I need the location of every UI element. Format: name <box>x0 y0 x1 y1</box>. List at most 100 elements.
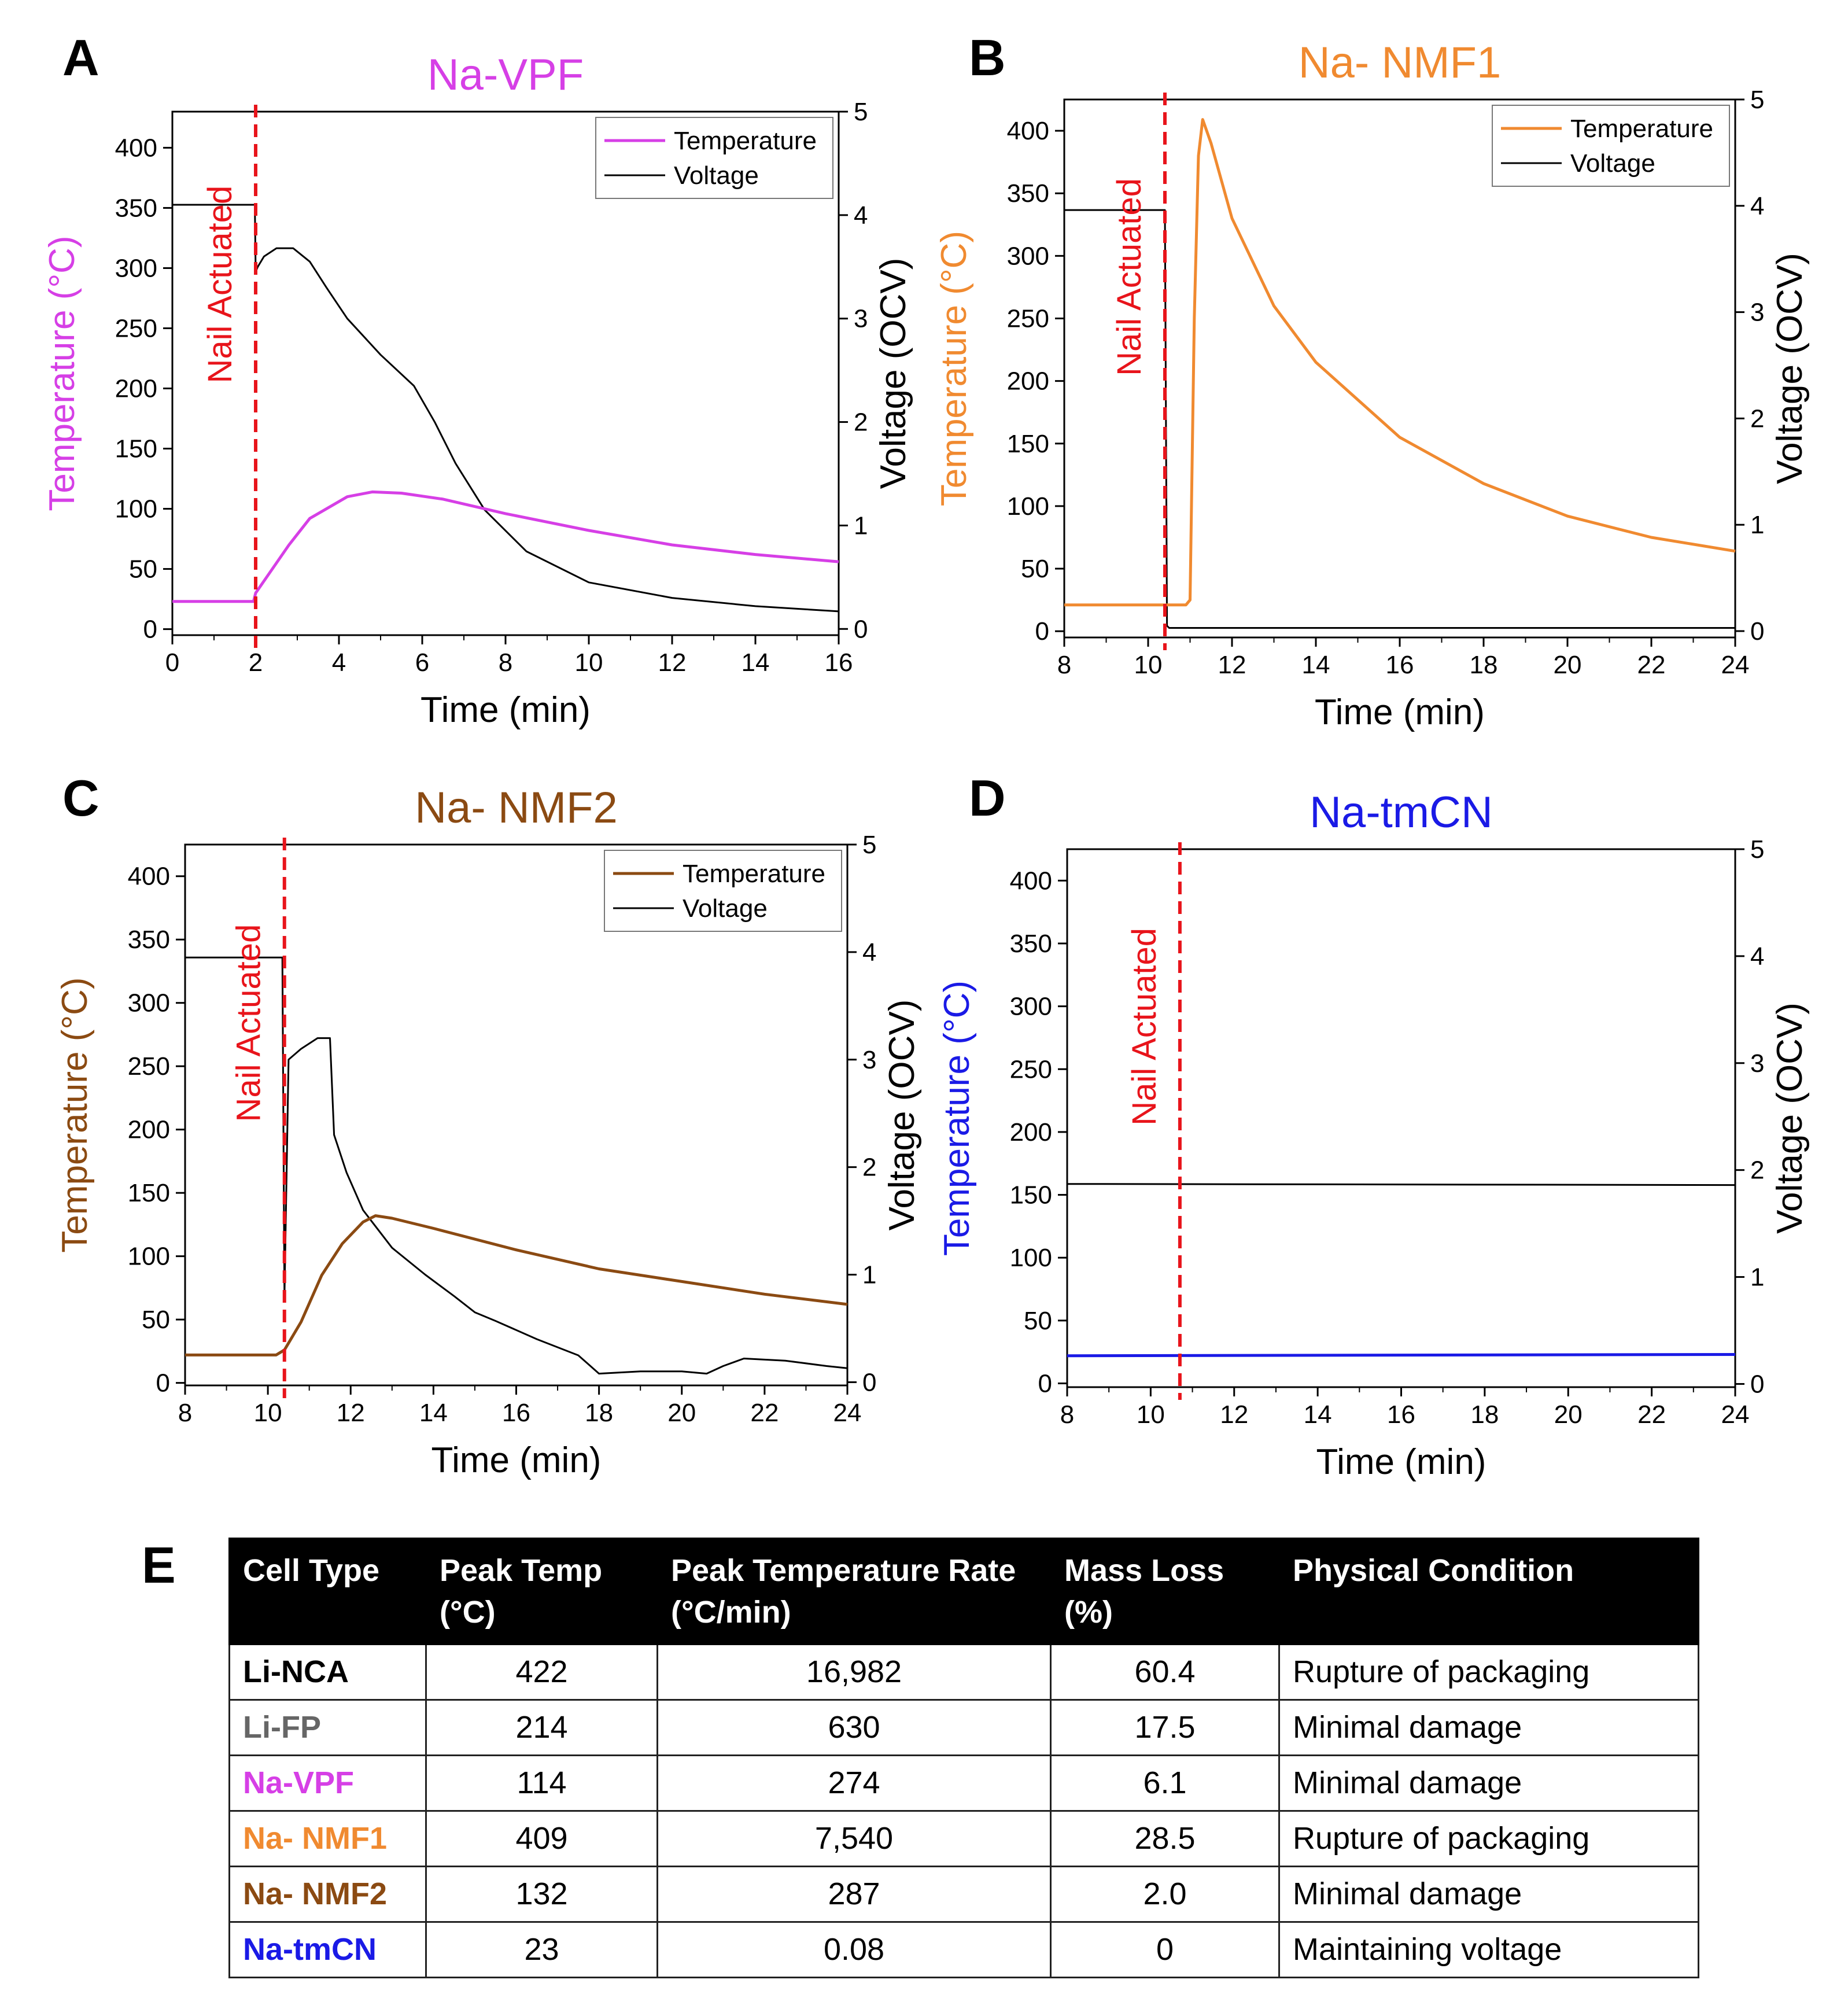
mass-loss-cell: 6.1 <box>1050 1754 1280 1812</box>
y-left-axis-label: Temperature (°C) <box>934 231 974 506</box>
peak-rate-cell: 0.08 <box>656 1921 1052 1978</box>
x-tick-label: 24 <box>833 1399 862 1427</box>
y-right-tick-label: 0 <box>854 615 868 643</box>
x-tick-label: 12 <box>337 1399 365 1427</box>
table-header-row: Cell Type Peak Temp (°C) Peak Temperatur… <box>228 1538 1699 1645</box>
y-left-tick-label: 300 <box>115 254 157 282</box>
y-left-tick-label: 200 <box>128 1116 170 1144</box>
peak-rate-cell: 630 <box>656 1699 1052 1756</box>
x-tick-label: 14 <box>419 1399 448 1427</box>
panel-label-e: E <box>142 1536 176 1594</box>
y-right-tick-label: 5 <box>1750 86 1764 114</box>
x-tick-label: 0 <box>165 648 179 677</box>
y-right-tick-label: 1 <box>1750 511 1764 539</box>
x-tick-label: 16 <box>502 1399 530 1427</box>
y-left-tick-label: 300 <box>1007 242 1049 270</box>
x-tick-label: 20 <box>1554 1400 1583 1429</box>
series-line-voltage <box>185 956 848 1375</box>
x-tick-label: 10 <box>1134 651 1163 679</box>
legend-entry: Temperature <box>683 860 825 888</box>
x-tick-label: 12 <box>1218 651 1246 679</box>
x-tick-label: 12 <box>1220 1400 1248 1429</box>
x-tick-label: 16 <box>1386 651 1414 679</box>
table-row: Na-VPF 114 274 6.1 Minimal damage <box>228 1754 1699 1812</box>
x-axis-label: Time (min) <box>1315 692 1485 732</box>
series-line-temperature <box>1064 118 1736 607</box>
y-left-axis-label: Temperature (°C) <box>937 980 977 1256</box>
x-tick-label: 10 <box>1137 1400 1165 1429</box>
x-tick-label: 10 <box>254 1399 282 1427</box>
y-left-tick-label: 100 <box>128 1243 170 1271</box>
y-left-tick-label: 150 <box>115 435 157 463</box>
x-tick-label: 8 <box>1057 651 1071 679</box>
chart-title: Na-tmCN <box>1310 788 1493 837</box>
y-right-tick-label: 1 <box>1750 1263 1764 1292</box>
y-right-axis-label: Voltage (OCV) <box>882 1000 922 1231</box>
y-right-tick-label: 2 <box>1750 1156 1764 1185</box>
table-row: Li-NCA 422 16,982 60.4 Rupture of packaging <box>228 1643 1699 1701</box>
series-line-temperature <box>185 1214 848 1356</box>
peak-rate-cell: 16,982 <box>656 1643 1052 1701</box>
panel-label-a: A <box>62 29 99 86</box>
y-left-tick-label: 50 <box>1021 555 1049 583</box>
chart-title: Na-VPF <box>427 50 584 99</box>
legend-entry: Temperature <box>1570 115 1713 143</box>
peak-rate-cell: 274 <box>656 1754 1052 1812</box>
y-left-tick-label: 50 <box>142 1306 170 1334</box>
y-right-tick-label: 0 <box>1750 1370 1764 1398</box>
x-tick-label: 4 <box>332 648 346 677</box>
y-right-axis-label: Voltage (OCV) <box>1770 253 1810 484</box>
x-tick-label: 8 <box>178 1399 192 1427</box>
mass-loss-cell: 60.4 <box>1050 1643 1280 1701</box>
y-left-tick-label: 0 <box>1035 617 1049 646</box>
y-left-tick-label: 0 <box>1038 1369 1052 1398</box>
chart-title: Na- NMF2 <box>415 783 617 832</box>
nail-actuated-label: Nail Actuated <box>230 924 268 1122</box>
physical-condition-cell: Rupture of packaging <box>1278 1643 1699 1701</box>
peak-rate-cell: 287 <box>656 1866 1052 1923</box>
legend-box <box>604 850 842 932</box>
y-right-tick-label: 3 <box>862 1046 876 1074</box>
physical-condition-cell: Minimal damage <box>1278 1699 1699 1756</box>
physical-condition-cell: Minimal damage <box>1278 1866 1699 1923</box>
nail-actuated-label: Nail Actuated <box>201 186 239 384</box>
peak-temp-cell: 23 <box>425 1921 658 1978</box>
table-row: Na-tmCN 23 0.08 0 Maintaining voltage <box>228 1921 1699 1978</box>
y-left-tick-label: 400 <box>128 862 170 891</box>
x-tick-label: 8 <box>499 648 512 677</box>
physical-condition-cell: Maintaining voltage <box>1278 1921 1699 1978</box>
plot-frame <box>1066 848 1736 1388</box>
panel-label-c: C <box>62 769 99 827</box>
x-tick-label: 12 <box>658 648 687 677</box>
header-mass-loss: Mass Loss (%) <box>1050 1538 1280 1645</box>
series-line-temperature <box>1067 1353 1736 1358</box>
y-left-tick-label: 350 <box>115 194 157 222</box>
y-left-tick-label: 0 <box>143 615 157 644</box>
x-tick-label: 24 <box>1721 1400 1750 1429</box>
chart-title: Na- NMF1 <box>1299 38 1501 87</box>
nail-actuated-label: Nail Actuated <box>1111 178 1148 376</box>
x-tick-label: 18 <box>1470 1400 1499 1429</box>
y-left-tick-label: 100 <box>115 495 157 524</box>
mass-loss-cell: 2.0 <box>1050 1866 1280 1923</box>
physical-condition-cell: Minimal damage <box>1278 1754 1699 1812</box>
x-tick-label: 14 <box>742 648 770 677</box>
series-line-voltage <box>172 204 839 613</box>
legend: Temperature Voltage <box>1492 105 1730 187</box>
x-tick-label: 16 <box>825 648 853 677</box>
y-left-tick-label: 250 <box>115 314 157 342</box>
results-table: Cell Type Peak Temp (°C) Peak Temperatur… <box>228 1538 1699 1978</box>
y-left-tick-label: 100 <box>1010 1244 1052 1272</box>
y-right-tick-label: 1 <box>862 1261 876 1289</box>
y-right-tick-label: 2 <box>1750 404 1764 433</box>
y-left-tick-label: 50 <box>129 555 157 584</box>
y-left-tick-label: 350 <box>128 926 170 954</box>
y-left-axis-label: Temperature (°C) <box>42 235 82 511</box>
y-right-tick-label: 4 <box>1750 192 1764 220</box>
physical-condition-cell: Rupture of packaging <box>1278 1810 1699 1867</box>
y-left-tick-label: 350 <box>1007 179 1049 208</box>
legend: Temperature Voltage <box>595 117 833 199</box>
cell-type: Li-FP <box>228 1699 427 1756</box>
y-left-tick-label: 0 <box>156 1369 170 1398</box>
